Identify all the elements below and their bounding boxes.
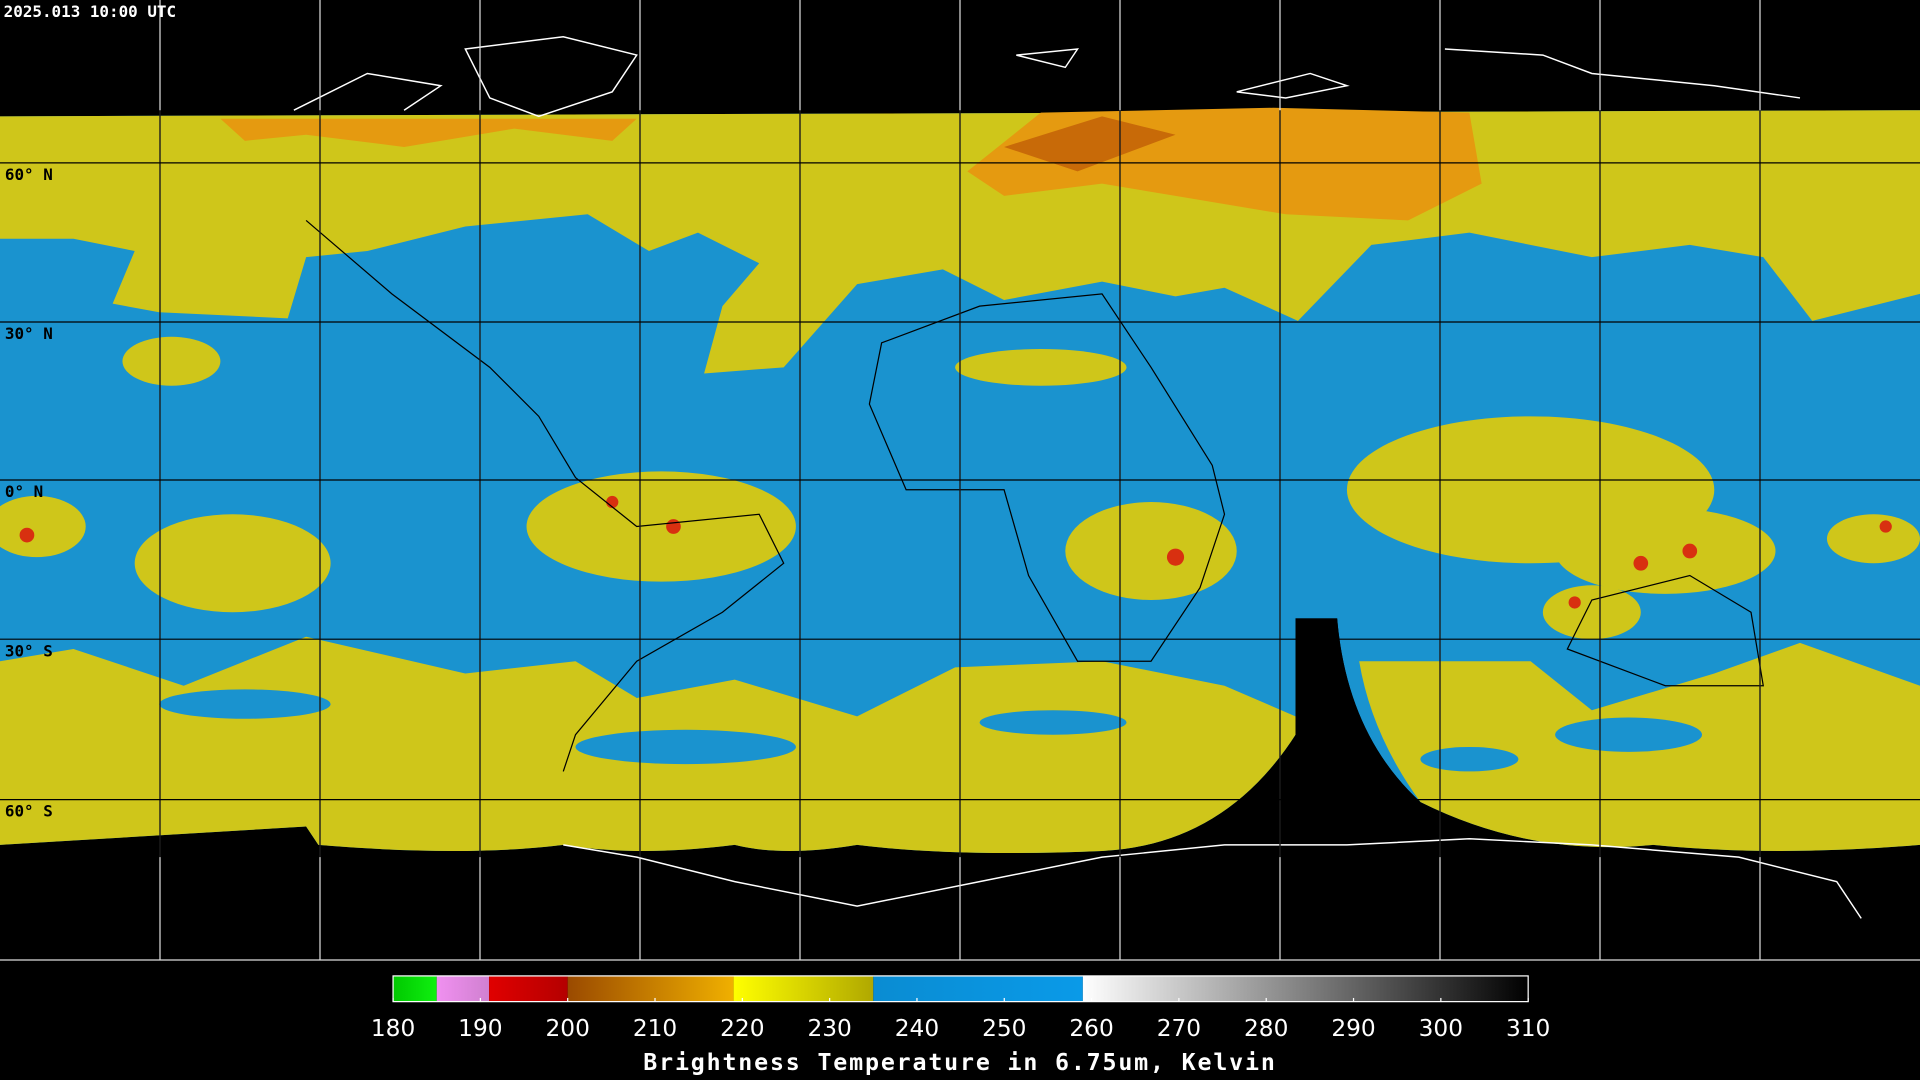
colorbar-tick-label: 300 <box>1419 1015 1463 1042</box>
colorbar-frame <box>392 975 1529 1003</box>
coastline <box>293 35 1862 919</box>
timestamp: 2025.013 10:00 UTC <box>4 2 176 21</box>
colorbar-tick-label: 280 <box>1244 1015 1288 1042</box>
colorbar-tick-label: 250 <box>982 1015 1026 1042</box>
latitude-label: 30° N <box>5 324 53 343</box>
latitude-label: 60° S <box>5 802 53 821</box>
no-data <box>1224 618 1421 858</box>
latitude-label: 30° S <box>5 641 53 660</box>
colorbar-segment <box>393 975 437 1002</box>
colorbar-tick-label: 240 <box>895 1015 939 1042</box>
colorbar-tick-label: 220 <box>720 1015 764 1042</box>
colorbar-tick-label: 290 <box>1331 1015 1375 1042</box>
colorbar-segment <box>733 975 874 1002</box>
colorbar-tick-label: 270 <box>1157 1015 1201 1042</box>
cold-band-north <box>1004 116 1176 172</box>
convection <box>0 336 1920 640</box>
colorbar-segment <box>567 975 734 1002</box>
colorbar-tick-label: 200 <box>545 1015 589 1042</box>
colorbar-segment <box>489 975 568 1002</box>
coastline <box>305 219 1764 772</box>
graticule <box>0 0 1920 961</box>
colorbar-segment <box>1082 975 1529 1002</box>
colorbar-title: Brightness Temperature in 6.75um, Kelvin <box>643 1049 1276 1076</box>
latitude-label: 60° N <box>5 165 53 184</box>
latitude-labels: 60° N 30° N 0° N 30° S 60° S <box>5 165 53 821</box>
colorbar-tick-label: 260 <box>1069 1015 1113 1042</box>
colorbar-tick-label: 210 <box>633 1015 677 1042</box>
colorbar-tick-label: 190 <box>458 1015 502 1042</box>
colorbar-segment <box>436 975 490 1002</box>
colorbar: 180 190 200 210 220 230 240 250 260 270 280 290 300 3… <box>371 975 1550 1042</box>
colorbar-segment <box>873 975 1083 1002</box>
latitude-label: 0° N <box>5 482 43 501</box>
colorbar-tick-label: 310 <box>1506 1015 1550 1042</box>
colorbar-tick-label: 230 <box>807 1015 851 1042</box>
colorbar-tick-label: 180 <box>371 1015 415 1042</box>
moist-pockets <box>159 689 1703 772</box>
